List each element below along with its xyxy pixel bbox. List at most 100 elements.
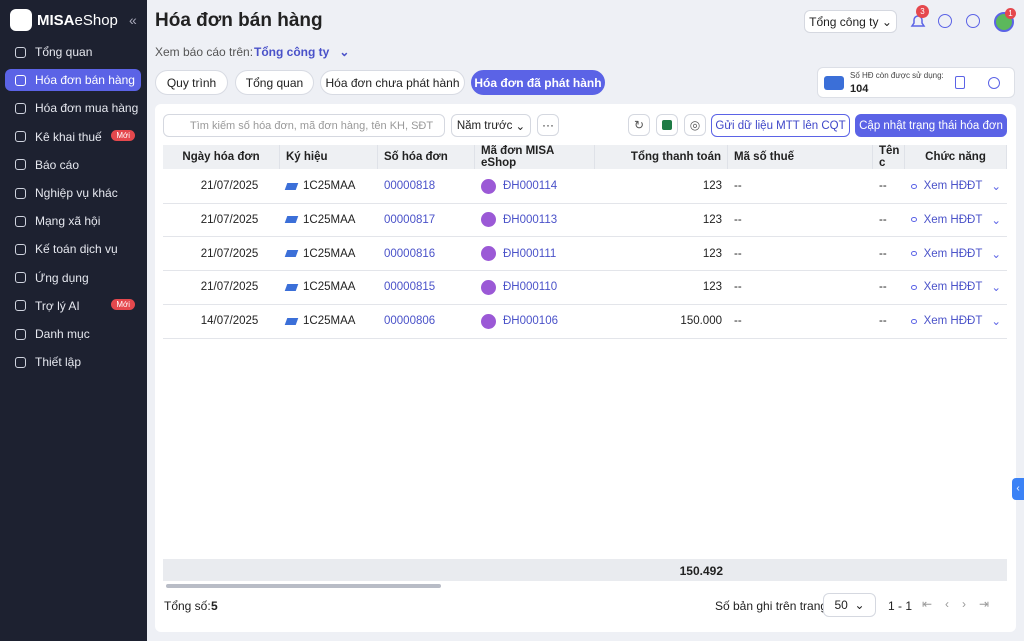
scrollbar[interactable] xyxy=(166,584,441,588)
sidebar: MISAeShop « Tổng quan Hóa đơn bán hàng Hóa… xyxy=(0,0,147,641)
company-select[interactable]: Tổng công ty ⌄ xyxy=(804,10,897,33)
table-cell[interactable]: 00000818 xyxy=(378,169,475,203)
cell-text: 00000818 xyxy=(384,180,436,192)
cell-text: 00000817 xyxy=(384,213,436,226)
link-button[interactable]: ◎ xyxy=(684,114,706,136)
menu-item[interactable]: Trợ lý AI Mới xyxy=(5,295,141,317)
quota-file-icon[interactable] xyxy=(955,76,965,89)
menu-label: Nghiệp vụ khác xyxy=(35,186,118,200)
more-button[interactable]: ··· xyxy=(537,114,559,136)
table-cell[interactable]: 00000815 xyxy=(378,270,475,304)
collapse-button[interactable]: « xyxy=(129,12,137,28)
tab[interactable]: Tổng quan xyxy=(235,70,314,95)
row-menu[interactable]: ⌄ xyxy=(991,248,1001,261)
row-menu[interactable]: ⌄ xyxy=(991,214,1001,227)
excel-button[interactable] xyxy=(656,114,678,136)
menu-icon xyxy=(15,356,26,368)
cell-text: 21/07/2025 xyxy=(200,213,259,226)
menu-item[interactable]: Tổng quan xyxy=(5,41,141,63)
tab[interactable]: Quy trình xyxy=(155,70,228,95)
row-divider xyxy=(163,270,1007,272)
help-icon[interactable] xyxy=(938,14,952,28)
cell-text: -- xyxy=(879,281,887,294)
more-icon[interactable] xyxy=(966,14,980,28)
table-cell: 21/07/2025 xyxy=(163,270,280,304)
menu-label: Danh mục xyxy=(35,327,90,341)
table-cell: 1C25MAA xyxy=(280,304,378,338)
menu-label: Trợ lý AI xyxy=(35,298,80,313)
table-cell: -- xyxy=(873,270,905,304)
quota-box: Số HĐ còn được sử dụng: 104 xyxy=(817,67,1015,98)
table-cell[interactable]: ĐH000110 xyxy=(475,270,595,304)
page-size-select[interactable]: 50 ⌄ xyxy=(823,593,876,617)
menu-item[interactable]: Kê khai thuế Mới xyxy=(5,126,141,148)
view-icon xyxy=(911,318,917,324)
refresh-button[interactable]: ↻ xyxy=(628,114,650,136)
tab[interactable]: Hóa đơn chưa phát hành xyxy=(320,70,465,95)
update-button[interactable]: Cập nhật trạng thái hóa đơn xyxy=(855,114,1007,137)
order-icon xyxy=(481,313,496,329)
menu-badge: Mới xyxy=(111,298,135,310)
table-cell[interactable]: Xem HĐĐT ⌄ xyxy=(905,237,1007,271)
row-divider xyxy=(163,337,1007,339)
menu-label: Hóa đơn mua hàng xyxy=(35,101,139,116)
menu-item[interactable]: Hóa đơn mua hàng xyxy=(5,97,141,119)
menu-item[interactable]: Thiết lập xyxy=(5,351,141,373)
table-cell[interactable]: ĐH000106 xyxy=(475,304,595,338)
row-menu[interactable]: ⌄ xyxy=(991,181,1001,193)
menu-item[interactable]: Báo cáo xyxy=(5,154,141,176)
send-button[interactable]: Gửi dữ liệu MTT lên CQT xyxy=(711,114,850,137)
column-header: Tên c xyxy=(873,145,905,169)
table-cell: 123 xyxy=(595,237,728,271)
menu-item[interactable]: Ứng dụng xyxy=(5,267,141,289)
order-icon xyxy=(481,212,496,228)
table-cell[interactable]: 00000817 xyxy=(378,203,475,237)
cell-text: -- xyxy=(879,180,887,192)
cell-text: Xem HĐĐT xyxy=(923,213,983,226)
side-panel-toggle[interactable]: ‹ xyxy=(1012,478,1024,500)
tab[interactable]: Hóa đơn đã phát hành xyxy=(471,70,605,95)
cell-text: 1C25MAA xyxy=(303,315,356,328)
menu-item[interactable]: Hóa đơn bán hàng xyxy=(5,69,141,92)
table-cell[interactable]: ĐH000114 xyxy=(475,169,595,203)
total-label: Tổng số: xyxy=(164,599,211,613)
menu-item[interactable]: Danh mục xyxy=(5,323,141,345)
table-cell: -- xyxy=(873,304,905,338)
scope-select[interactable]: Tổng công ty ⌄ xyxy=(254,45,350,59)
cell-text: -- xyxy=(734,213,742,226)
table-cell[interactable]: Xem HĐĐT ⌄ xyxy=(905,203,1007,237)
cell-text: -- xyxy=(734,315,742,328)
table-cell[interactable]: 00000816 xyxy=(378,237,475,271)
row-menu[interactable]: ⌄ xyxy=(991,316,1001,329)
cell-text: ĐH000106 xyxy=(503,315,558,328)
menu-icon xyxy=(15,215,26,227)
pager-buttons[interactable]: ⇤‹›⇥ xyxy=(922,597,1003,611)
table-cell[interactable]: Xem HĐĐT ⌄ xyxy=(905,270,1007,304)
cell-text: Xem HĐĐT xyxy=(923,315,983,328)
symbol-icon xyxy=(284,216,299,224)
cell-text: 123 xyxy=(702,281,722,294)
table-cell[interactable]: ĐH000111 xyxy=(475,237,595,271)
row-menu[interactable]: ⌄ xyxy=(991,282,1001,295)
cell-text: Xem HĐĐT xyxy=(923,281,983,294)
table-cell[interactable]: Xem HĐĐT ⌄ xyxy=(905,169,1007,203)
menu-item[interactable]: Nghiệp vụ khác xyxy=(5,182,141,204)
quota-settings-icon[interactable] xyxy=(988,77,1000,89)
menu-item[interactable]: Kế toán dịch vụ xyxy=(5,238,141,260)
table-cell[interactable]: Xem HĐĐT ⌄ xyxy=(905,304,1007,338)
menu-item[interactable]: Mạng xã hội xyxy=(5,210,141,232)
search-box[interactable]: Tìm kiếm số hóa đơn, mã đơn hàng, tên KH… xyxy=(163,114,445,137)
table-cell: -- xyxy=(728,203,873,237)
symbol-icon xyxy=(284,283,299,291)
table-cell[interactable]: ĐH000113 xyxy=(475,203,595,237)
order-icon xyxy=(481,279,496,295)
view-icon xyxy=(911,183,917,189)
table-cell: 14/07/2025 xyxy=(163,304,280,338)
period-select[interactable]: Năm trước ⌄ xyxy=(451,114,531,137)
menu-label: Tổng quan xyxy=(35,45,93,59)
view-icon xyxy=(911,284,917,290)
menu-label: Ứng dụng xyxy=(35,270,89,285)
table-cell[interactable]: 00000806 xyxy=(378,304,475,338)
cell-text: 21/07/2025 xyxy=(200,247,259,260)
